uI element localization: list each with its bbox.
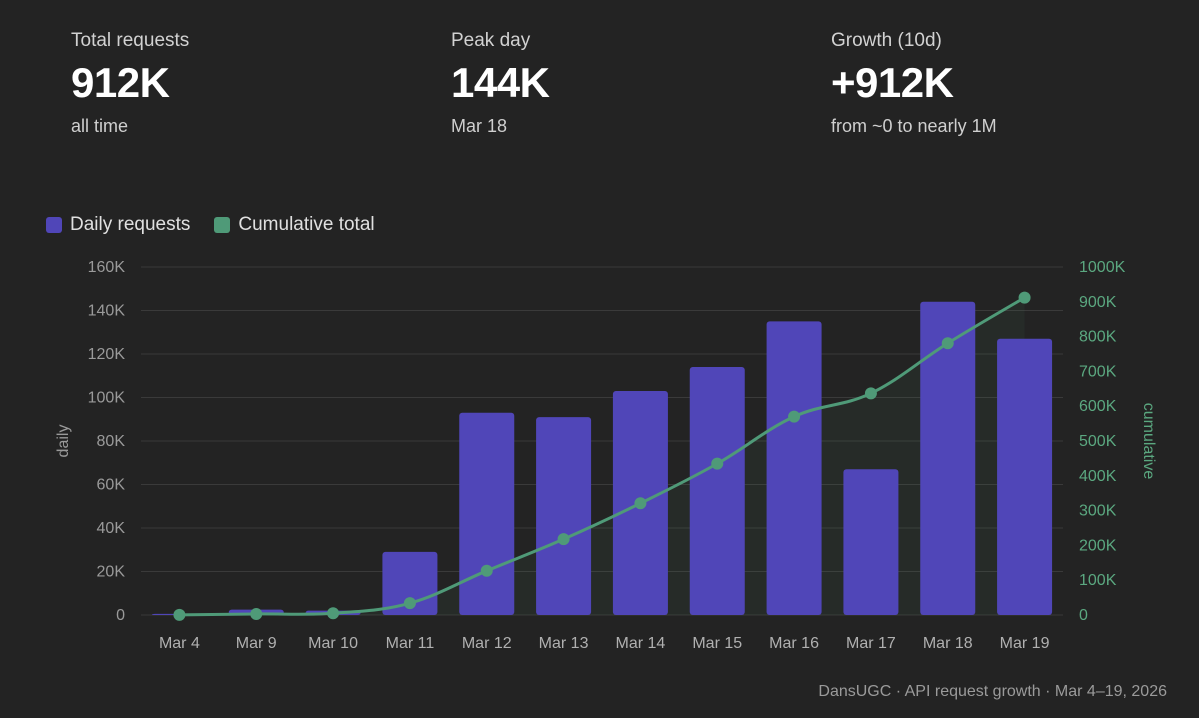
stat-label: Total requests <box>71 30 190 51</box>
stat-peak-day: Peak day 144K Mar 18 <box>451 30 550 137</box>
stat-value: +912K <box>831 59 954 106</box>
y-axis-title-right: cumulative <box>1140 403 1157 480</box>
y-tick-left: 40K <box>97 520 126 537</box>
cumulative-point <box>864 387 877 400</box>
bar-daily <box>997 338 1053 615</box>
y-tick-left: 20K <box>97 564 126 581</box>
stat-subtext: from ~0 to nearly 1M <box>831 116 997 136</box>
y-tick-left: 120K <box>88 346 126 363</box>
cumulative-point <box>327 607 340 620</box>
y-tick-right: 200K <box>1079 537 1117 554</box>
x-tick-label: Mar 14 <box>616 635 666 652</box>
x-tick-label: Mar 19 <box>1000 635 1050 652</box>
y-axis-title-left: daily <box>55 425 72 458</box>
stat-subtext: all time <box>71 116 129 136</box>
x-tick-label: Mar 4 <box>159 635 200 652</box>
cumulative-point <box>173 608 186 621</box>
cumulative-point <box>557 533 570 546</box>
stat-label: Peak day <box>451 30 531 51</box>
y-tick-right: 700K <box>1079 363 1117 380</box>
cumulative-point <box>250 607 263 620</box>
legend-item-cumulative[interactable]: Cumulative total <box>214 214 375 236</box>
y-tick-right: 600K <box>1079 398 1117 415</box>
bar-daily <box>843 469 899 615</box>
stat-subtext: Mar 18 <box>451 116 508 136</box>
y-tick-right: 900K <box>1079 294 1117 311</box>
legend-swatch-daily <box>46 217 62 233</box>
y-tick-right: 500K <box>1079 433 1117 450</box>
x-tick-label: Mar 18 <box>923 635 973 652</box>
y-tick-left: 60K <box>97 477 126 494</box>
chart-legend: Daily requests Cumulative total <box>46 214 399 236</box>
cumulative-point <box>941 337 954 350</box>
cumulative-point <box>403 597 416 610</box>
x-tick-label: Mar 11 <box>386 635 435 652</box>
stat-growth: Growth (10d) +912K from ~0 to nearly 1M <box>831 30 997 137</box>
cumulative-point <box>788 410 801 423</box>
x-tick-label: Mar 12 <box>462 635 512 652</box>
chart-footer: DansUGC · API request growth · Mar 4–19,… <box>818 683 1167 700</box>
y-tick-right: 400K <box>1079 468 1117 485</box>
cumulative-point <box>634 497 647 510</box>
cumulative-point <box>711 457 724 470</box>
y-tick-left: 140K <box>88 303 126 320</box>
legend-swatch-cumulative <box>214 217 231 233</box>
y-tick-left: 80K <box>97 433 126 450</box>
legend-label-cumulative: Cumulative total <box>238 214 375 235</box>
y-tick-right: 100K <box>1079 572 1117 589</box>
y-tick-left: 160K <box>88 259 126 276</box>
legend-label-daily: Daily requests <box>70 214 191 235</box>
y-tick-right: 300K <box>1079 503 1117 520</box>
x-tick-label: Mar 17 <box>846 635 896 652</box>
x-tick-label: Mar 9 <box>236 635 277 652</box>
cumulative-point <box>1018 291 1031 304</box>
x-tick-label: Mar 10 <box>308 635 358 652</box>
x-tick-label: Mar 16 <box>769 635 819 652</box>
cumulative-point <box>480 564 493 577</box>
y-tick-right: 0 <box>1079 607 1088 624</box>
bar-daily <box>920 301 976 615</box>
bar-daily <box>689 367 745 615</box>
y-tick-right: 1000K <box>1079 259 1126 276</box>
y-tick-right: 800K <box>1079 329 1117 346</box>
bar-daily <box>459 412 515 615</box>
x-tick-label: Mar 13 <box>539 635 589 652</box>
stat-total-requests: Total requests 912K all time <box>71 30 189 137</box>
bar-daily <box>766 321 822 615</box>
stat-value: 912K <box>71 59 170 106</box>
y-tick-left: 0 <box>116 607 125 624</box>
bar-daily <box>536 417 592 615</box>
x-tick-label: Mar 15 <box>692 635 742 652</box>
stat-value: 144K <box>451 59 550 106</box>
legend-item-daily[interactable]: Daily requests <box>46 214 190 236</box>
y-tick-left: 100K <box>88 390 126 407</box>
stat-label: Growth (10d) <box>831 30 942 51</box>
